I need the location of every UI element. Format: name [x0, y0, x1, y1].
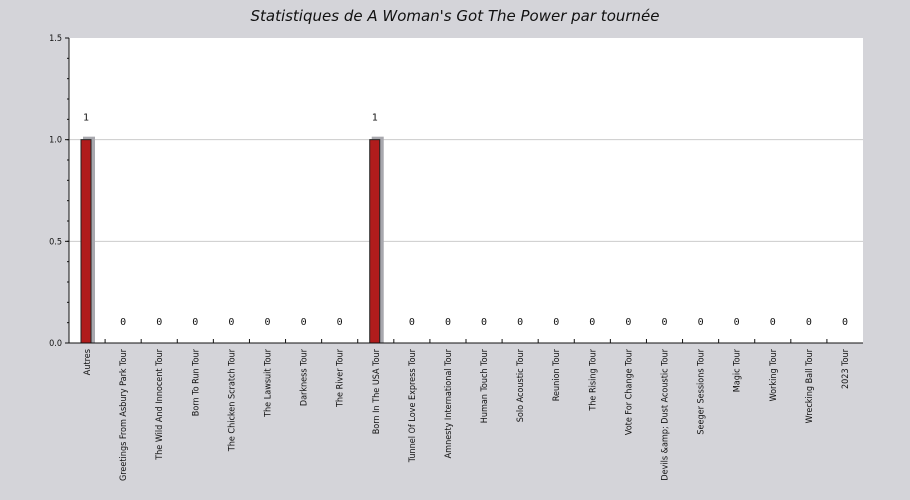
plot-area — [69, 38, 863, 343]
x-tick-label: 2023 Tour — [841, 348, 851, 389]
x-tick-label: Tunnel Of Love Express Tour — [408, 348, 418, 463]
data-label: 0 — [120, 317, 126, 328]
data-label: 0 — [264, 317, 270, 328]
x-tick-label: The River Tour — [336, 348, 346, 408]
data-label: 0 — [445, 317, 451, 328]
x-tick-label: Devils &amp; Dust Acoustic Tour — [661, 348, 671, 480]
data-label: 0 — [481, 317, 487, 328]
data-label: 0 — [698, 317, 704, 328]
y-tick-label: 1.0 — [49, 136, 62, 146]
y-tick-label: 0.0 — [49, 339, 62, 349]
x-axis: Autres Greetings From Asbury Park Tour The… — [69, 339, 863, 481]
data-label: 0 — [806, 317, 812, 328]
data-label: 0 — [228, 317, 234, 328]
data-label: 0 — [517, 317, 523, 328]
bar — [80, 139, 92, 344]
y-tick-label: 1.5 — [49, 34, 62, 44]
data-label: 0 — [842, 317, 848, 328]
data-label: 0 — [734, 317, 740, 328]
data-label: 0 — [770, 317, 776, 328]
data-label: 0 — [553, 317, 559, 328]
y-tick-label: 0.5 — [49, 237, 62, 247]
x-tick-label: Wrecking Ball Tour — [805, 348, 815, 423]
data-label: 1 — [83, 113, 89, 124]
data-label: 1 — [372, 113, 378, 124]
data-label: 0 — [661, 317, 667, 328]
data-label: 0 — [337, 317, 343, 328]
x-tick-label: Darkness Tour — [300, 348, 310, 406]
x-tick-label: The Lawsuit Tour — [264, 348, 274, 418]
data-label: 0 — [156, 317, 162, 328]
x-tick-label: Vote For Change Tour — [624, 348, 634, 435]
x-tick-label: Autres — [83, 349, 93, 375]
x-tick-label: Seeger Sessions Tour — [697, 348, 707, 434]
data-label: 0 — [301, 317, 307, 328]
x-tick-label: Reunion Tour — [552, 348, 562, 401]
x-tick-label: The Chicken Scratch Tour — [227, 348, 237, 452]
x-tick-label: The Wild And Innocent Tour — [155, 348, 165, 460]
data-label: 0 — [625, 317, 631, 328]
x-tick-label: Human Touch Tour — [480, 348, 490, 423]
data-label: 0 — [409, 317, 415, 328]
chart-title: Statistiques de A Woman's Got The Power … — [250, 7, 659, 25]
gridlines — [69, 139, 863, 242]
data-label: 0 — [192, 317, 198, 328]
x-tick-label: Solo Acoustic Tour — [516, 348, 526, 422]
data-label: 0 — [589, 317, 595, 328]
x-tick-label: Born In The USA Tour — [372, 348, 382, 434]
x-tick-label: The Rising Tour — [588, 348, 598, 411]
x-tick-label: Greetings From Asbury Park Tour — [119, 348, 129, 481]
y-axis: 0.0 0.5 1.0 1.5 — [49, 34, 70, 349]
x-tick-label: Magic Tour — [733, 348, 743, 392]
data-labels: 1 0 0 0 0 0 0 0 1 0 0 0 0 0 0 0 0 0 0 0 0 0 — [83, 113, 848, 328]
bar — [369, 139, 381, 344]
x-tick-label: Amnesty International Tour — [444, 348, 454, 458]
x-tick-label: Born To Run Tour — [191, 348, 201, 416]
x-tick-label: Working Tour — [769, 348, 779, 401]
